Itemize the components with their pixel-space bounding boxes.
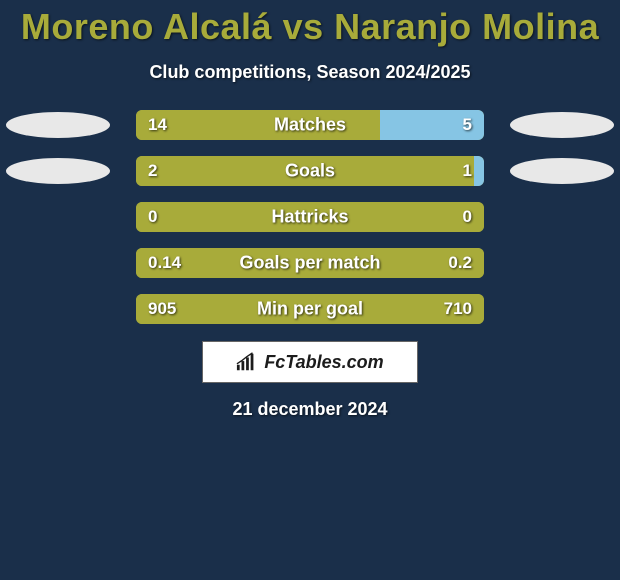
stat-value-right: 5 [463, 115, 472, 135]
stat-value-right: 0 [463, 207, 472, 227]
stat-rows: 14 5 Matches 2 1 Goals 0 0 Hattricks 0.14 0.2 Goals… [0, 109, 620, 325]
bar-chart-icon [236, 352, 258, 372]
stat-bar: 905 710 Min per goal [136, 294, 484, 324]
stat-bar: 14 5 Matches [136, 110, 484, 140]
subtitle: Club competitions, Season 2024/2025 [0, 62, 620, 83]
page-title: Moreno Alcalá vs Naranjo Molina [0, 0, 620, 48]
bar-fill-right [474, 156, 484, 186]
stat-bar: 0 0 Hattricks [136, 202, 484, 232]
player-right-oval [510, 112, 614, 138]
stat-value-left: 0.14 [148, 253, 181, 273]
date-label: 21 december 2024 [0, 399, 620, 420]
stat-label: Matches [274, 115, 346, 136]
oval-spacer [6, 296, 110, 322]
stats-comparison-card: Moreno Alcalá vs Naranjo Molina Club com… [0, 0, 620, 580]
stat-label: Min per goal [257, 299, 363, 320]
oval-spacer [510, 250, 614, 276]
stat-value-left: 14 [148, 115, 167, 135]
stat-value-right: 1 [463, 161, 472, 181]
stat-row: 0.14 0.2 Goals per match [0, 247, 620, 279]
stat-row: 905 710 Min per goal [0, 293, 620, 325]
player-right-oval [510, 158, 614, 184]
oval-spacer [510, 296, 614, 322]
stat-value-left: 2 [148, 161, 157, 181]
stat-bar: 0.14 0.2 Goals per match [136, 248, 484, 278]
stat-value-left: 905 [148, 299, 176, 319]
stat-label: Hattricks [271, 207, 348, 228]
brand-box[interactable]: FcTables.com [202, 341, 418, 383]
stat-row: 14 5 Matches [0, 109, 620, 141]
player-left-oval [6, 112, 110, 138]
stat-value-right: 710 [444, 299, 472, 319]
stat-label: Goals [285, 161, 335, 182]
stat-bar: 2 1 Goals [136, 156, 484, 186]
player-left-oval [6, 158, 110, 184]
oval-spacer [6, 250, 110, 276]
oval-spacer [510, 204, 614, 230]
stat-value-right: 0.2 [448, 253, 472, 273]
brand-label: FcTables.com [264, 352, 383, 373]
stat-row: 2 1 Goals [0, 155, 620, 187]
stat-row: 0 0 Hattricks [0, 201, 620, 233]
oval-spacer [6, 204, 110, 230]
stat-label: Goals per match [239, 253, 380, 274]
stat-value-left: 0 [148, 207, 157, 227]
